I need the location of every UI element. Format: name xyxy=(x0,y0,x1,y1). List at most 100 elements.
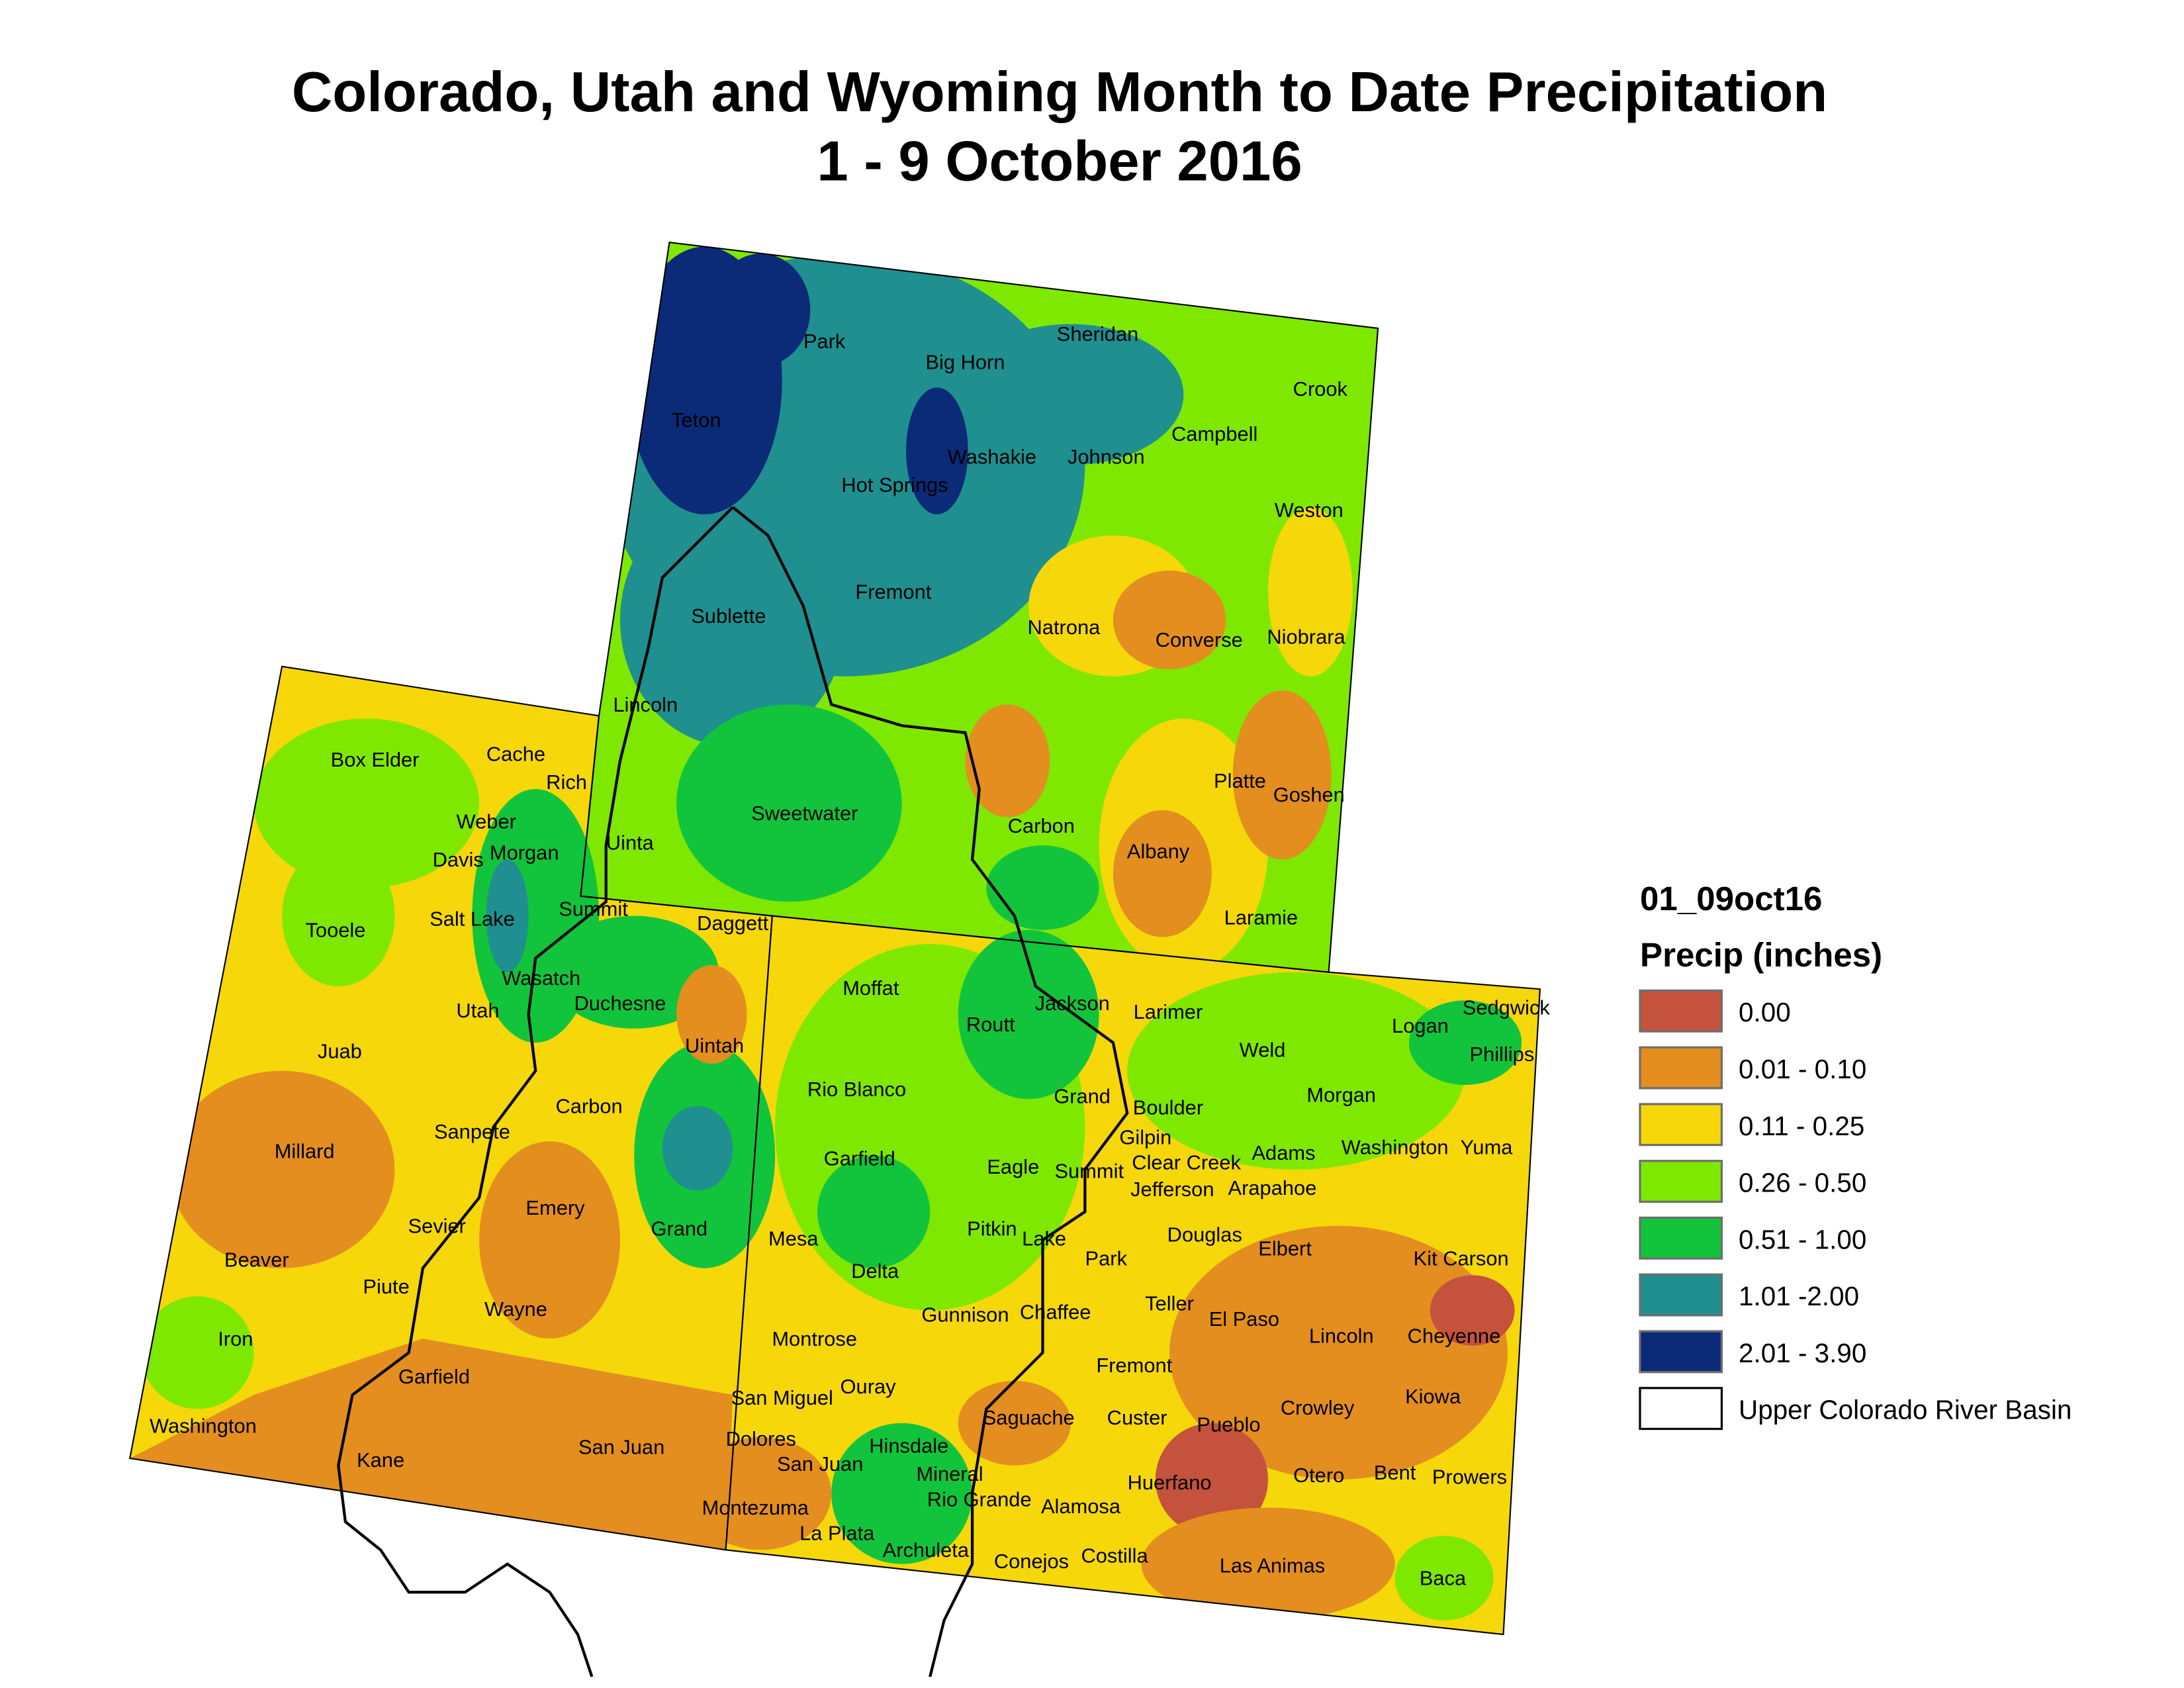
county-label-colorado: Cheyenne xyxy=(1408,1325,1501,1348)
county-label-colorado: Pueblo xyxy=(1197,1413,1260,1436)
county-label-wyoming: Weston xyxy=(1275,498,1343,522)
county-label-colorado: Chaffee xyxy=(1020,1300,1091,1323)
county-label-colorado: Montezuma xyxy=(702,1496,809,1519)
legend-layer-name: 01_09oct16 xyxy=(1640,880,1822,917)
county-label-colorado: Moffat xyxy=(842,976,899,1000)
county-label-colorado: La Plata xyxy=(799,1522,875,1545)
county-label-colorado: Alamosa xyxy=(1041,1495,1121,1518)
county-label-utah: Grand xyxy=(651,1217,707,1241)
county-label-utah: Wayne xyxy=(484,1297,547,1321)
legend-swatch xyxy=(1639,1216,1723,1260)
county-label-colorado: Rio Blanco xyxy=(807,1078,906,1101)
county-label-utah: Morgan xyxy=(490,841,559,864)
county-label-colorado: Gilpin xyxy=(1119,1125,1171,1149)
state-boundaries xyxy=(128,241,1541,1636)
county-label-colorado: Las Animas xyxy=(1220,1554,1326,1577)
county-label-colorado: Costilla xyxy=(1081,1544,1148,1568)
county-label-utah: Utah xyxy=(456,999,499,1022)
legend-swatch xyxy=(1639,1160,1723,1203)
county-label-colorado: San Juan xyxy=(777,1452,863,1476)
county-label-utah: Emery xyxy=(525,1196,585,1219)
county-label-colorado: Douglas xyxy=(1167,1223,1242,1246)
county-label-colorado: Garfield xyxy=(824,1147,895,1170)
county-label-wyoming: Sweetwater xyxy=(751,802,858,825)
county-label-utah: Box Elder xyxy=(331,748,420,771)
legend-class-label: 0.51 - 1.00 xyxy=(1739,1224,1866,1254)
county-label-wyoming: Carbon xyxy=(1008,814,1075,837)
county-label-utah: Daggett xyxy=(697,912,769,935)
county-label-wyoming: Park xyxy=(803,330,846,353)
county-label-wyoming: Niobrara xyxy=(1267,626,1345,649)
county-label-wyoming: Crook xyxy=(1293,377,1348,400)
county-label-colorado: Adams xyxy=(1251,1141,1315,1164)
county-label-colorado: Saguache xyxy=(983,1406,1075,1429)
county-label-colorado: Jackson xyxy=(1035,992,1110,1015)
county-label-utah: Uintah xyxy=(685,1034,744,1057)
county-label-colorado: Washington xyxy=(1342,1135,1449,1158)
county-label-utah: Davis xyxy=(433,848,484,871)
county-label-colorado: Yuma xyxy=(1461,1135,1514,1158)
legend-class-label: 0.11 - 0.25 xyxy=(1739,1111,1864,1141)
county-label-utah: Rich xyxy=(546,771,587,794)
county-label-wyoming: Converse xyxy=(1156,628,1243,651)
upper-colorado-river-basin-outline xyxy=(337,506,1129,1677)
county-label-colorado: Larimer xyxy=(1134,1000,1203,1023)
county-label-wyoming: Fremont xyxy=(855,581,931,604)
county-label-utah: Garfield xyxy=(398,1365,470,1388)
county-label-colorado: Rio Grande xyxy=(927,1487,1032,1511)
county-label-utah: Piute xyxy=(363,1275,409,1298)
county-label-utah: Beaver xyxy=(224,1248,289,1272)
county-label-colorado: Logan xyxy=(1392,1014,1449,1037)
county-label-colorado: Ouray xyxy=(841,1375,897,1398)
county-label-colorado: Routt xyxy=(966,1013,1015,1036)
county-label-wyoming: Platte xyxy=(1214,769,1266,792)
county-label-wyoming: Campbell xyxy=(1171,422,1257,445)
county-label-utah: Summit xyxy=(559,898,628,921)
county-label-colorado: Baca xyxy=(1420,1567,1467,1590)
county-label-colorado: Arapahoe xyxy=(1228,1176,1317,1199)
county-label-utah: Wasatch xyxy=(502,966,580,990)
legend-swatch xyxy=(1639,989,1723,1033)
county-label-colorado: Pitkin xyxy=(967,1217,1017,1241)
county-label-wyoming: Big Horn xyxy=(925,351,1005,374)
legend-class-label: 0.00 xyxy=(1739,997,1791,1027)
county-label-utah: San Juan xyxy=(578,1436,664,1459)
county-label-colorado: Otero xyxy=(1293,1464,1344,1487)
legend-basin-label: Upper Colorado River Basin xyxy=(1739,1395,2071,1425)
county-label-utah: Iron xyxy=(218,1327,253,1350)
county-label-colorado: Phillips xyxy=(1470,1043,1535,1066)
legend-swatch xyxy=(1639,1330,1723,1374)
legend-class-label: 1.01 -2.00 xyxy=(1739,1281,1859,1311)
county-label-colorado: Gunnison xyxy=(921,1303,1009,1327)
county-label-utah: Kane xyxy=(357,1448,404,1472)
county-label-colorado: Kiowa xyxy=(1405,1385,1461,1408)
county-label-colorado: Montrose xyxy=(772,1327,857,1350)
county-label-colorado: Park xyxy=(1085,1246,1128,1270)
county-label-wyoming: Lincoln xyxy=(613,693,678,716)
legend-swatch xyxy=(1639,1046,1723,1090)
county-label-colorado: San Miguel xyxy=(731,1386,833,1409)
legend: 01_09oct16 Precip (inches) 0.00 0.01 - 0.… xyxy=(1639,880,2071,1430)
county-label-utah: Washington xyxy=(150,1415,257,1438)
county-label-colorado: Huerfano xyxy=(1128,1471,1212,1494)
legend-field-title: Precip (inches) xyxy=(1640,936,1882,974)
county-label-colorado: Dolores xyxy=(726,1427,796,1450)
legend-swatch xyxy=(1639,1273,1723,1317)
county-label-colorado: Kit Carson xyxy=(1414,1246,1509,1270)
county-label-colorado: Prowers xyxy=(1432,1465,1507,1488)
county-label-utah: Juab xyxy=(318,1040,362,1063)
county-label-colorado: Boulder xyxy=(1133,1096,1203,1119)
county-label-colorado: Clear Creek xyxy=(1132,1151,1241,1174)
county-label-colorado: Fremont xyxy=(1096,1354,1172,1377)
county-label-wyoming: Johnson xyxy=(1068,445,1145,468)
county-label-colorado: Morgan xyxy=(1306,1084,1376,1107)
county-label-colorado: Summit xyxy=(1054,1159,1124,1182)
county-label-utah: Sevier xyxy=(408,1214,465,1237)
county-label-colorado: Lincoln xyxy=(1309,1325,1374,1348)
county-label-wyoming: Washakie xyxy=(948,445,1036,468)
county-labels: Park Big Horn Sheridan Crook Teton Washakie Jo… xyxy=(150,322,1550,1590)
county-label-colorado: Teller xyxy=(1145,1292,1194,1315)
county-label-colorado: El Paso xyxy=(1209,1307,1279,1331)
legend-class-label: 0.26 - 0.50 xyxy=(1739,1168,1866,1198)
